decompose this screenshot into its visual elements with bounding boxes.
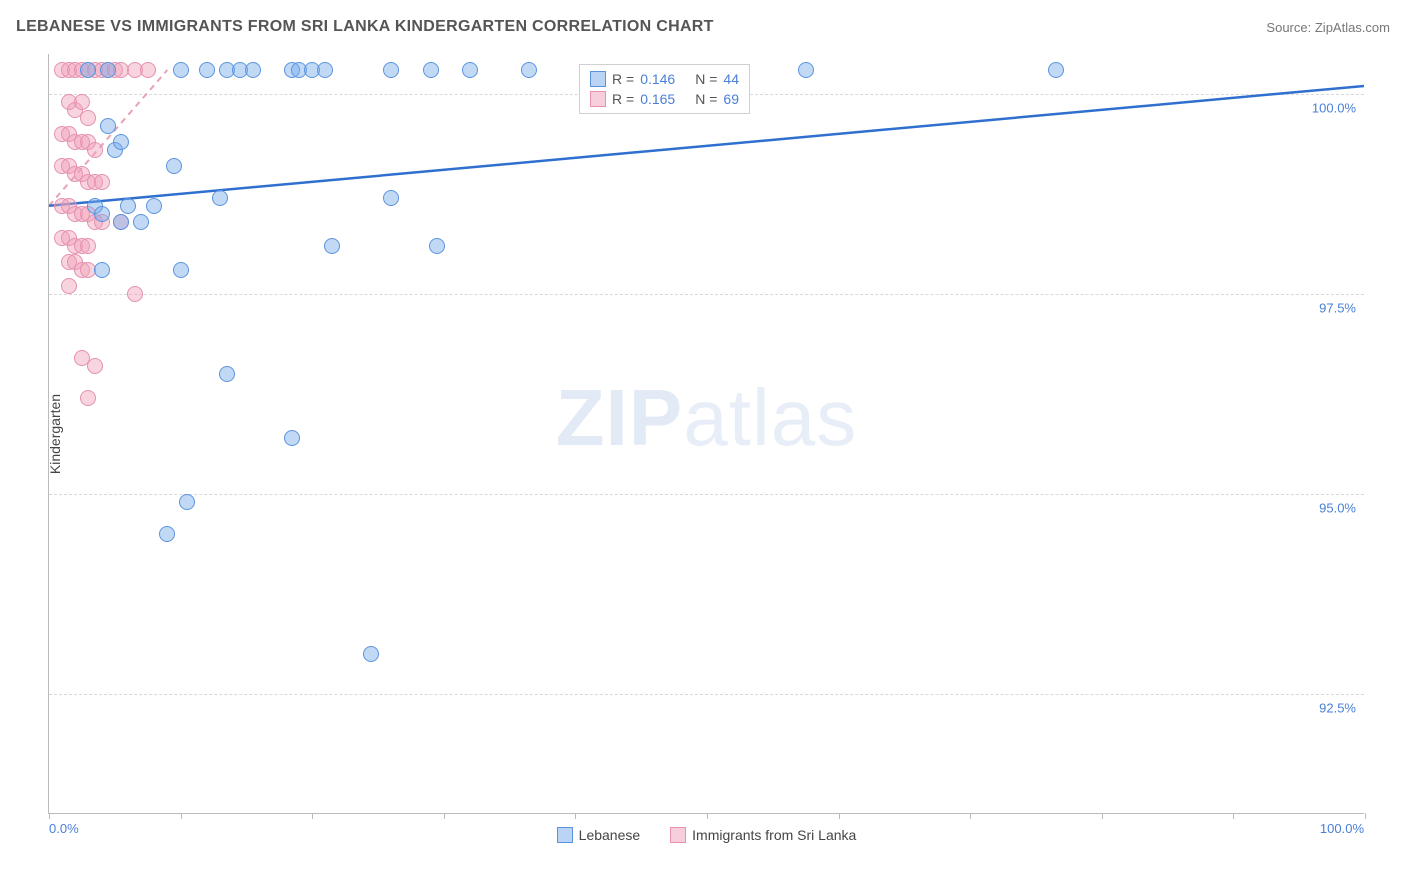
watermark-bold: ZIP bbox=[556, 373, 683, 462]
source-prefix: Source: bbox=[1266, 20, 1311, 35]
chart-title: LEBANESE VS IMMIGRANTS FROM SRI LANKA KI… bbox=[16, 18, 714, 36]
title-bar: LEBANESE VS IMMIGRANTS FROM SRI LANKA KI… bbox=[16, 18, 1390, 36]
watermark-light: atlas bbox=[683, 373, 857, 462]
data-point bbox=[80, 62, 96, 78]
x-tick bbox=[49, 813, 50, 819]
legend-r-value: 0.165 bbox=[640, 91, 675, 107]
data-point bbox=[94, 174, 110, 190]
x-tick bbox=[1233, 813, 1234, 819]
data-point bbox=[146, 198, 162, 214]
legend-swatch bbox=[590, 71, 606, 87]
data-point bbox=[140, 62, 156, 78]
legend-r-label: R = bbox=[612, 71, 634, 87]
y-tick-label: 97.5% bbox=[1319, 301, 1356, 316]
legend-series-label: Immigrants from Sri Lanka bbox=[692, 827, 856, 843]
x-tick bbox=[707, 813, 708, 819]
data-point bbox=[61, 278, 77, 294]
data-point bbox=[166, 158, 182, 174]
legend-swatch bbox=[670, 827, 686, 843]
legend-correlation-row: R = 0.146 N = 44 bbox=[590, 69, 739, 89]
x-tick bbox=[1102, 813, 1103, 819]
data-point bbox=[383, 190, 399, 206]
data-point bbox=[173, 62, 189, 78]
data-point bbox=[173, 262, 189, 278]
watermark: ZIPatlas bbox=[556, 372, 857, 464]
x-tick bbox=[1365, 813, 1366, 819]
data-point bbox=[363, 646, 379, 662]
y-axis-title: Kindergarten bbox=[47, 393, 63, 473]
data-point bbox=[133, 214, 149, 230]
data-point bbox=[423, 62, 439, 78]
data-point bbox=[74, 94, 90, 110]
data-point bbox=[462, 62, 478, 78]
data-point bbox=[284, 430, 300, 446]
data-point bbox=[80, 110, 96, 126]
data-point bbox=[1048, 62, 1064, 78]
y-tick-label: 95.0% bbox=[1319, 501, 1356, 516]
legend-series-item: Immigrants from Sri Lanka bbox=[670, 827, 856, 843]
data-point bbox=[80, 238, 96, 254]
trend-lines bbox=[49, 54, 1364, 813]
source-link[interactable]: ZipAtlas.com bbox=[1315, 20, 1390, 35]
data-point bbox=[94, 262, 110, 278]
legend-n-label: N = bbox=[695, 91, 717, 107]
data-point bbox=[521, 62, 537, 78]
source-label: Source: ZipAtlas.com bbox=[1266, 20, 1390, 35]
data-point bbox=[199, 62, 215, 78]
data-point bbox=[120, 198, 136, 214]
plot-area: ZIPatlas 92.5% 95.0% 97.5% 100.0% R = 0.146 N… bbox=[48, 54, 1364, 814]
data-point bbox=[100, 62, 116, 78]
data-point bbox=[383, 62, 399, 78]
data-point bbox=[113, 214, 129, 230]
data-point bbox=[429, 238, 445, 254]
x-tick bbox=[181, 813, 182, 819]
data-point bbox=[219, 366, 235, 382]
data-point bbox=[87, 358, 103, 374]
x-tick bbox=[575, 813, 576, 819]
legend-correlation: R = 0.146 N = 44 R = 0.165 N = 69 bbox=[579, 64, 750, 114]
data-point bbox=[212, 190, 228, 206]
x-tick bbox=[312, 813, 313, 819]
data-point bbox=[80, 390, 96, 406]
data-point bbox=[127, 286, 143, 302]
legend-r-label: R = bbox=[612, 91, 634, 107]
x-tick bbox=[970, 813, 971, 819]
legend-correlation-row: R = 0.165 N = 69 bbox=[590, 89, 739, 109]
data-point bbox=[179, 494, 195, 510]
legend-swatch bbox=[557, 827, 573, 843]
legend-r-value: 0.146 bbox=[640, 71, 675, 87]
y-tick-label: 100.0% bbox=[1312, 101, 1356, 116]
legend-n-label: N = bbox=[695, 71, 717, 87]
legend-series: Lebanese Immigrants from Sri Lanka bbox=[49, 827, 1364, 843]
legend-series-item: Lebanese bbox=[557, 827, 641, 843]
data-point bbox=[159, 526, 175, 542]
data-point bbox=[100, 118, 116, 134]
gridline bbox=[49, 694, 1364, 695]
data-point bbox=[113, 134, 129, 150]
data-point bbox=[317, 62, 333, 78]
legend-series-label: Lebanese bbox=[579, 827, 641, 843]
x-tick bbox=[444, 813, 445, 819]
data-point bbox=[87, 142, 103, 158]
data-point bbox=[245, 62, 261, 78]
x-tick bbox=[839, 813, 840, 819]
legend-swatch bbox=[590, 91, 606, 107]
legend-n-value: 69 bbox=[723, 91, 739, 107]
data-point bbox=[798, 62, 814, 78]
gridline bbox=[49, 494, 1364, 495]
legend-n-value: 44 bbox=[723, 71, 739, 87]
y-tick-label: 92.5% bbox=[1319, 701, 1356, 716]
data-point bbox=[324, 238, 340, 254]
data-point bbox=[94, 206, 110, 222]
gridline bbox=[49, 294, 1364, 295]
